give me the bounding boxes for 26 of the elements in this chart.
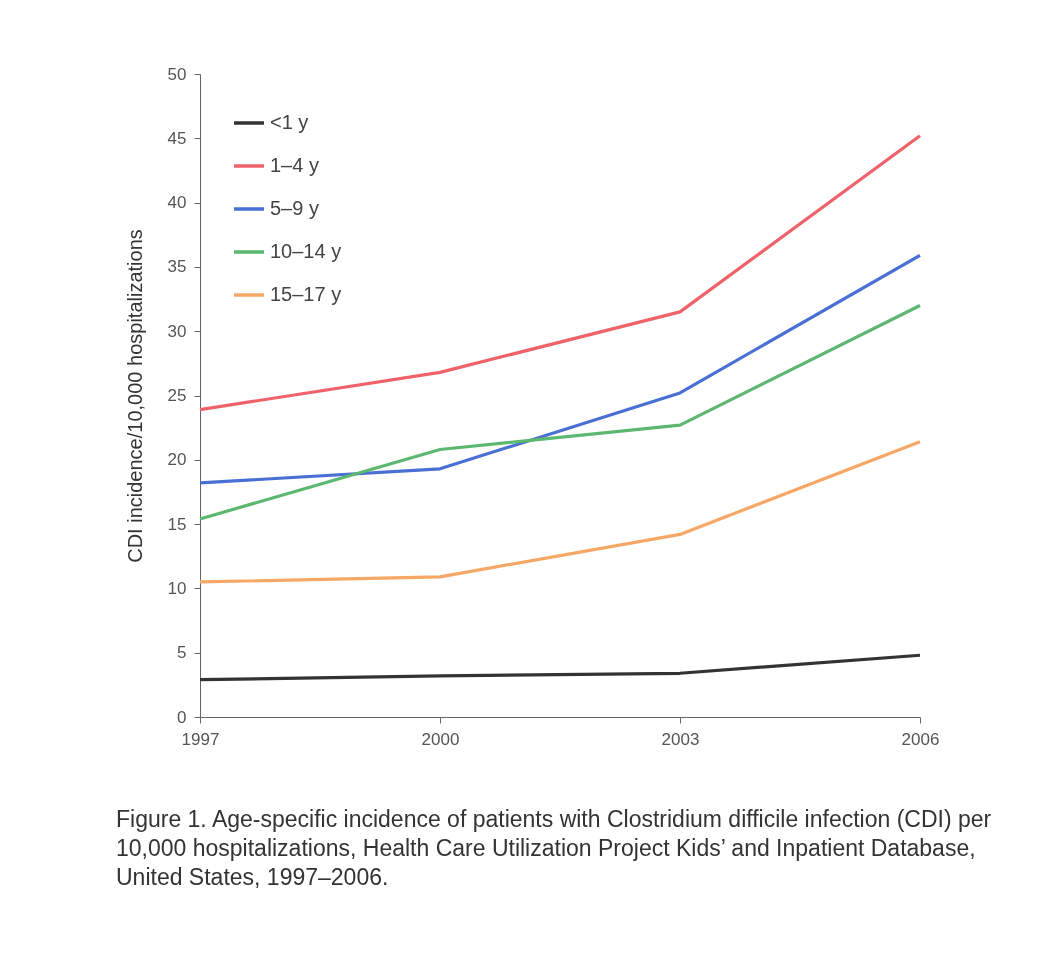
legend-label: <1 y [270, 111, 309, 133]
x-tick-label: 1997 [181, 729, 220, 749]
y-axis-title: CDI incidence/10,000 hospitalizations [123, 229, 146, 563]
x-tick-label: 2006 [901, 729, 940, 749]
legend-label: 10–14 y [270, 240, 342, 262]
y-tick-label: 50 [167, 64, 187, 84]
y-tick-label: 30 [167, 321, 187, 341]
line-series [198, 134, 922, 412]
line-series [198, 653, 922, 682]
line-series [198, 303, 922, 521]
legend-label: 1–4 y [270, 154, 319, 176]
y-tick-label: 35 [167, 257, 187, 277]
x-tick-label: 2003 [661, 729, 700, 749]
y-tick-label: 40 [167, 193, 187, 213]
y-tick-label: 10 [167, 578, 187, 598]
line-series [198, 440, 922, 584]
y-tick-label: 45 [167, 128, 187, 148]
caption: Figure 1. Age-specific incidence of patients with Clostridium difficile infection (CDI) per 10,000 hospitalizations, Health Care Utilization Project Kids’ and Inpatient Database, United States, 1997–2006. [116, 805, 993, 892]
legend-label: 15–17 y [270, 283, 342, 305]
y-tick-label: 15 [167, 514, 187, 534]
legend-label: 5–9 y [270, 197, 319, 219]
y-tick-label: 0 [177, 707, 187, 727]
x-tick-label: 2000 [421, 729, 460, 749]
y-tick-label: 20 [167, 450, 187, 470]
y-tick-label: 25 [167, 386, 187, 405]
y-tick-label: 5 [177, 643, 187, 663]
